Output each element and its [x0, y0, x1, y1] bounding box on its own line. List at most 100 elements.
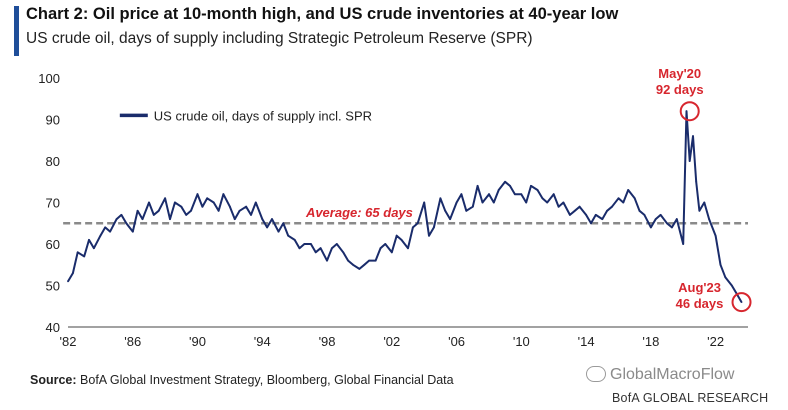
- series-point: [201, 205, 204, 208]
- series-point: [319, 247, 322, 250]
- series-point: [536, 189, 539, 191]
- series-point: [254, 201, 257, 204]
- x-tick-label: '82: [60, 334, 77, 349]
- series-point: [238, 209, 241, 212]
- series-point: [412, 226, 414, 229]
- series-point: [217, 209, 220, 212]
- series-point: [342, 251, 345, 254]
- series-point: [471, 205, 474, 208]
- series-point: [622, 201, 625, 204]
- series-point: [206, 197, 209, 200]
- series-point: [331, 247, 333, 250]
- x-tick-label: '10: [513, 334, 530, 349]
- x-tick-label: '86: [124, 334, 141, 349]
- series-point: [141, 218, 144, 221]
- series-point: [606, 209, 608, 212]
- series-point: [326, 259, 328, 262]
- title-accent-bar: [14, 6, 19, 56]
- series-point: [358, 268, 361, 270]
- series-point: [335, 243, 338, 245]
- series-point: [416, 222, 419, 225]
- series-point: [627, 189, 630, 191]
- series-point: [271, 218, 273, 221]
- series-point: [180, 205, 183, 208]
- series-point: [698, 209, 701, 212]
- x-tick-label: '22: [707, 334, 724, 349]
- series-point: [120, 214, 123, 216]
- series-point: [174, 201, 176, 204]
- y-tick-label: 100: [38, 71, 60, 86]
- series-point: [465, 209, 468, 212]
- series-point: [675, 218, 678, 221]
- series-point: [196, 193, 199, 196]
- series-point: [552, 193, 555, 196]
- series-point: [93, 247, 95, 250]
- series-point: [115, 218, 118, 221]
- series-point: [633, 197, 636, 200]
- series-point: [379, 247, 382, 250]
- series-point: [530, 185, 532, 187]
- y-tick-label: 70: [46, 196, 60, 211]
- x-tick-label: '14: [578, 334, 595, 349]
- series-point: [504, 180, 506, 183]
- series-point: [541, 197, 544, 200]
- series-point: [298, 247, 301, 250]
- series-point: [277, 230, 280, 233]
- series-point: [390, 251, 393, 254]
- series-point: [671, 226, 673, 229]
- series-point: [520, 193, 523, 196]
- series-point: [692, 135, 694, 138]
- series-point: [611, 205, 613, 208]
- series-point: [282, 222, 285, 225]
- series-point: [83, 255, 86, 258]
- series-point: [212, 201, 215, 204]
- series-point: [164, 197, 167, 200]
- series-point: [293, 239, 296, 241]
- y-tick-label: 80: [46, 154, 60, 169]
- series-point: [374, 259, 377, 262]
- series-point: [444, 209, 447, 212]
- series-point: [638, 209, 641, 212]
- series-point: [666, 222, 668, 225]
- series-point: [569, 214, 571, 216]
- chart-subtitle: US crude oil, days of supply including S…: [26, 30, 533, 47]
- y-tick-label: 60: [46, 237, 60, 252]
- legend-label: US crude oil, days of supply incl. SPR: [154, 108, 372, 123]
- x-tick-label: '06: [448, 334, 465, 349]
- y-tick-label: 50: [46, 279, 60, 294]
- series-point: [497, 189, 500, 191]
- chat-bubble-icon: [586, 365, 606, 382]
- series-point: [455, 201, 458, 204]
- series-point: [659, 214, 662, 216]
- series-point: [557, 205, 560, 208]
- series-point: [481, 201, 484, 204]
- series-point: [578, 205, 581, 208]
- series-point: [395, 234, 398, 237]
- series-point: [590, 222, 592, 225]
- series-point: [125, 222, 128, 225]
- series-point: [222, 193, 225, 196]
- series-point: [109, 230, 111, 233]
- series-point: [688, 160, 691, 162]
- source-note: Source: BofA Global Investment Strategy,…: [30, 373, 454, 387]
- series-point: [546, 201, 549, 204]
- watermark: GlobalMacroFlow: [586, 365, 734, 384]
- series-point: [136, 209, 139, 212]
- series-point: [594, 214, 597, 216]
- series-point: [88, 239, 90, 241]
- source-label: Source:: [30, 373, 77, 387]
- series-point: [685, 110, 688, 113]
- series-point: [514, 193, 516, 196]
- x-tick-label: '90: [189, 334, 206, 349]
- series-point: [266, 226, 268, 229]
- series-point: [719, 263, 722, 266]
- series-point: [449, 218, 451, 221]
- peak-label-date: May'20: [658, 66, 701, 81]
- series-point: [585, 214, 587, 216]
- chart-title: Chart 2: Oil price at 10-month high, and…: [26, 5, 619, 23]
- peak-highlight-circle: [679, 101, 700, 122]
- series-point: [492, 201, 495, 204]
- series-point: [695, 180, 698, 183]
- series-line-days-of-supply: [67, 110, 743, 303]
- x-tick-label: '18: [642, 334, 659, 349]
